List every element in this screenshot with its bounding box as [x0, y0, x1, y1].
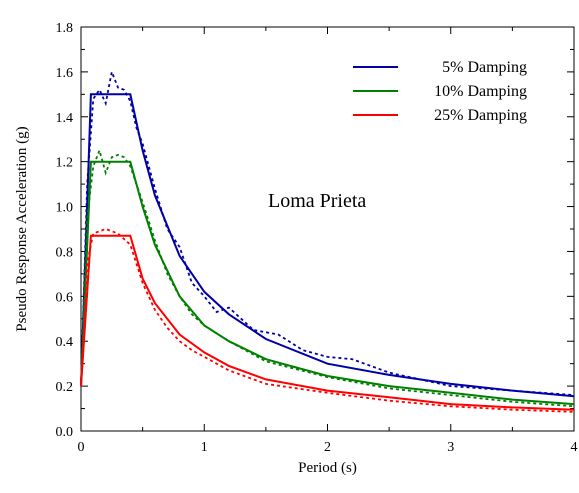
legend-label-10-damping: 10% Damping	[434, 83, 527, 100]
series-10-damping-line	[80, 160, 575, 406]
y-tick-label: 1.8	[56, 21, 74, 36]
y-tick-label: 1.2	[56, 156, 74, 171]
x-tick-label: 3	[447, 440, 454, 455]
series-25-damping-line	[80, 234, 575, 411]
x-tick-label: 4	[571, 440, 578, 455]
legend-label-5-damping: 5% Damping	[442, 59, 527, 76]
x-tick-label: 0	[78, 440, 85, 455]
y-tick-label: 0.2	[56, 380, 74, 395]
y-axis-ticks: 0.0 0.2 0.4 0.6 0.8 1.0 1.2 1.4 1.6 1.8	[56, 21, 574, 440]
plot-area: 0 1 2 3 4 0.0 0.2 0.4 0.6 0.8 1.0 1.2 1.4 1.6 1.8	[56, 21, 578, 455]
series-25-damping-measured	[80, 228, 575, 413]
series-10-damping-measured	[80, 147, 575, 408]
legend-label-25-damping: 25% Damping	[434, 107, 527, 124]
annotation-loma-prieta: Loma Prieta	[268, 190, 366, 212]
series-layer	[80, 68, 575, 413]
y-tick-label: 1.4	[56, 111, 74, 126]
x-tick-label: 1	[201, 440, 208, 455]
y-tick-label: 0.0	[56, 425, 74, 440]
y-tick-label: 1.0	[56, 201, 74, 216]
x-axis-title: Period (s)	[298, 460, 357, 476]
x-tick-label: 2	[324, 440, 331, 455]
y-tick-label: 1.6	[56, 66, 74, 81]
series-5-damping-line	[80, 93, 575, 398]
y-axis-title: Pseudo Response Acceleration (g)	[14, 126, 30, 331]
series-5-damping-measured	[80, 68, 575, 396]
x-axis-ticks: 0 1 2 3 4	[78, 27, 578, 455]
y-tick-label: 0.4	[56, 335, 74, 350]
y-tick-label: 0.8	[56, 245, 74, 260]
legend: 5% Damping 10% Damping 25% Damping	[353, 59, 527, 124]
y-tick-label: 0.6	[56, 290, 74, 305]
